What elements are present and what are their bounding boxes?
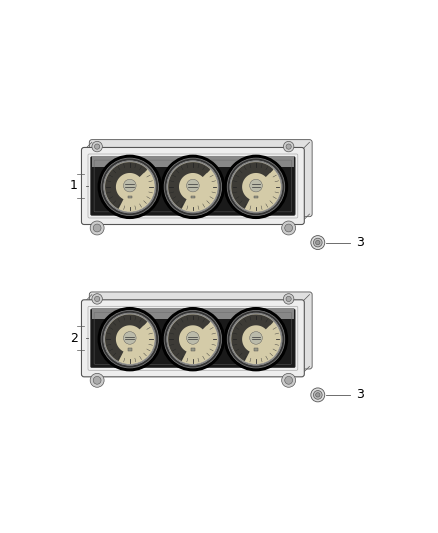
Circle shape bbox=[230, 161, 282, 213]
Circle shape bbox=[314, 391, 322, 399]
Circle shape bbox=[231, 161, 281, 212]
FancyBboxPatch shape bbox=[91, 309, 295, 368]
Circle shape bbox=[311, 388, 325, 402]
Circle shape bbox=[187, 179, 199, 192]
Circle shape bbox=[224, 155, 288, 219]
Circle shape bbox=[230, 313, 282, 365]
Circle shape bbox=[95, 144, 100, 149]
Text: 3: 3 bbox=[356, 236, 364, 249]
Polygon shape bbox=[168, 314, 210, 361]
Circle shape bbox=[90, 221, 104, 235]
Circle shape bbox=[98, 155, 162, 219]
Bar bbox=[191, 348, 195, 351]
Circle shape bbox=[101, 310, 159, 368]
FancyBboxPatch shape bbox=[81, 300, 304, 377]
Circle shape bbox=[104, 313, 156, 365]
Circle shape bbox=[93, 376, 101, 384]
Circle shape bbox=[105, 161, 155, 212]
Circle shape bbox=[283, 294, 294, 304]
FancyBboxPatch shape bbox=[91, 157, 295, 215]
Circle shape bbox=[285, 224, 293, 232]
FancyBboxPatch shape bbox=[92, 308, 294, 319]
Circle shape bbox=[187, 332, 199, 344]
Circle shape bbox=[282, 221, 296, 235]
Circle shape bbox=[285, 376, 293, 384]
Polygon shape bbox=[231, 314, 273, 361]
Circle shape bbox=[283, 141, 294, 152]
Circle shape bbox=[164, 310, 222, 368]
Circle shape bbox=[224, 307, 288, 372]
Circle shape bbox=[286, 296, 291, 302]
Circle shape bbox=[250, 179, 262, 192]
Circle shape bbox=[167, 161, 219, 213]
Polygon shape bbox=[105, 162, 147, 209]
Circle shape bbox=[286, 144, 291, 149]
Circle shape bbox=[90, 373, 104, 387]
Circle shape bbox=[164, 158, 222, 215]
Circle shape bbox=[93, 224, 101, 232]
Text: 3: 3 bbox=[356, 389, 364, 401]
Circle shape bbox=[250, 332, 262, 344]
Polygon shape bbox=[231, 162, 273, 209]
Text: 2: 2 bbox=[70, 332, 78, 345]
Circle shape bbox=[95, 296, 100, 302]
Circle shape bbox=[167, 313, 219, 365]
Circle shape bbox=[231, 314, 281, 365]
Polygon shape bbox=[105, 314, 147, 361]
Bar bbox=[191, 196, 195, 198]
Circle shape bbox=[124, 332, 136, 344]
Bar bbox=[254, 196, 258, 198]
Circle shape bbox=[98, 307, 162, 372]
Bar bbox=[127, 196, 132, 198]
Polygon shape bbox=[168, 162, 210, 209]
FancyBboxPatch shape bbox=[89, 292, 312, 369]
FancyBboxPatch shape bbox=[92, 156, 294, 167]
Circle shape bbox=[92, 141, 102, 152]
Bar bbox=[127, 348, 132, 351]
Circle shape bbox=[311, 236, 325, 249]
Bar bbox=[254, 348, 258, 351]
Circle shape bbox=[105, 314, 155, 365]
Text: 1: 1 bbox=[70, 180, 78, 192]
Circle shape bbox=[168, 314, 218, 365]
FancyBboxPatch shape bbox=[81, 148, 304, 224]
Circle shape bbox=[282, 373, 296, 387]
Circle shape bbox=[161, 307, 225, 372]
Circle shape bbox=[316, 393, 320, 397]
Circle shape bbox=[227, 158, 285, 215]
Circle shape bbox=[227, 310, 285, 368]
Circle shape bbox=[104, 161, 156, 213]
Circle shape bbox=[314, 238, 322, 247]
Circle shape bbox=[316, 240, 320, 245]
Circle shape bbox=[124, 179, 136, 192]
FancyBboxPatch shape bbox=[89, 140, 312, 217]
Circle shape bbox=[92, 294, 102, 304]
Circle shape bbox=[161, 155, 225, 219]
Circle shape bbox=[168, 161, 218, 212]
Circle shape bbox=[101, 158, 159, 215]
